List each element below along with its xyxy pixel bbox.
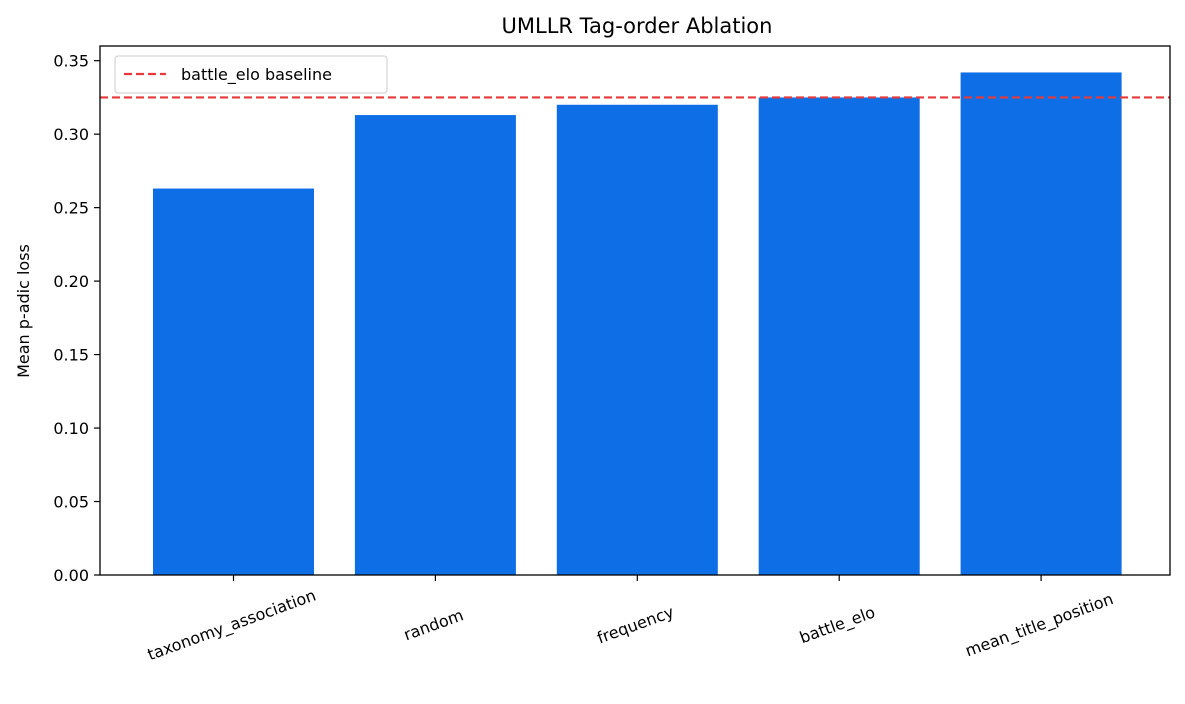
y-axis-label: Mean p-adic loss	[14, 244, 33, 378]
y-tick-label: 0.25	[53, 199, 89, 218]
x-tick-label: mean_title_position	[963, 589, 1116, 661]
x-axis: taxonomy_association random frequency battl…	[145, 575, 1116, 665]
bar-mean-title-position	[960, 72, 1122, 575]
bars	[153, 72, 1122, 576]
x-tick-label: random	[401, 605, 466, 644]
y-tick-label: 0.15	[53, 346, 89, 365]
bar-frequency	[556, 104, 718, 576]
y-tick-label: 0.00	[53, 566, 89, 585]
chart-title: UMLLR Tag-order Ablation	[502, 14, 773, 38]
y-axis: 0.00 0.05 0.10 0.15 0.20 0.25 0.30 0.35	[53, 52, 100, 585]
x-tick-label: taxonomy_association	[145, 585, 319, 665]
legend: battle_elo baseline	[114, 55, 388, 94]
legend-box	[114, 55, 388, 94]
bar-taxonomy-association	[153, 188, 314, 575]
y-tick-label: 0.30	[53, 125, 89, 144]
x-tick-label: frequency	[594, 602, 676, 647]
legend-label: battle_elo baseline	[181, 65, 332, 85]
bar-random	[354, 115, 516, 575]
y-tick-label: 0.20	[53, 272, 89, 291]
y-tick-label: 0.10	[53, 419, 89, 438]
bar-battle-elo	[758, 97, 920, 576]
y-tick-label: 0.35	[53, 52, 89, 71]
plot-frame	[99, 45, 1171, 576]
y-tick-label: 0.05	[53, 493, 89, 512]
x-tick-label: battle_elo	[797, 602, 878, 648]
